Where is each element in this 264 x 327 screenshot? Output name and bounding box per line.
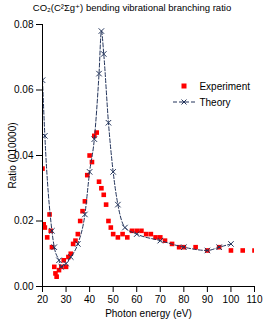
svg-text:30: 30 [60,294,72,305]
svg-text:Ratio (010000): Ratio (010000) [7,122,18,188]
svg-text:0.06: 0.06 [14,84,34,95]
svg-text:40: 40 [84,294,96,305]
svg-text:Photon energy (eV): Photon energy (eV) [105,308,192,319]
svg-text:20: 20 [37,294,49,305]
html-text:Theory: Theory [199,96,231,108]
svg-text:60: 60 [131,294,143,305]
svg-text:0.00: 0.00 [14,281,34,292]
svg-text:50: 50 [108,294,120,305]
svg-text:0.04: 0.04 [14,149,34,161]
html-text:Experiment: Experiment [199,80,250,92]
svg-text:110: 110 [247,294,263,305]
svg-text:90: 90 [202,294,214,305]
svg-text:0.08: 0.08 [14,19,34,30]
svg-text:70: 70 [155,294,167,305]
svg-text:0.02: 0.02 [14,215,34,226]
svg-text:80: 80 [178,294,190,305]
svg-text:100: 100 [223,294,240,305]
html-text:CO₂(C²Σg⁺) bending vibrational: CO₂(C²Σg⁺) bending vibrational branching… [32,2,232,13]
